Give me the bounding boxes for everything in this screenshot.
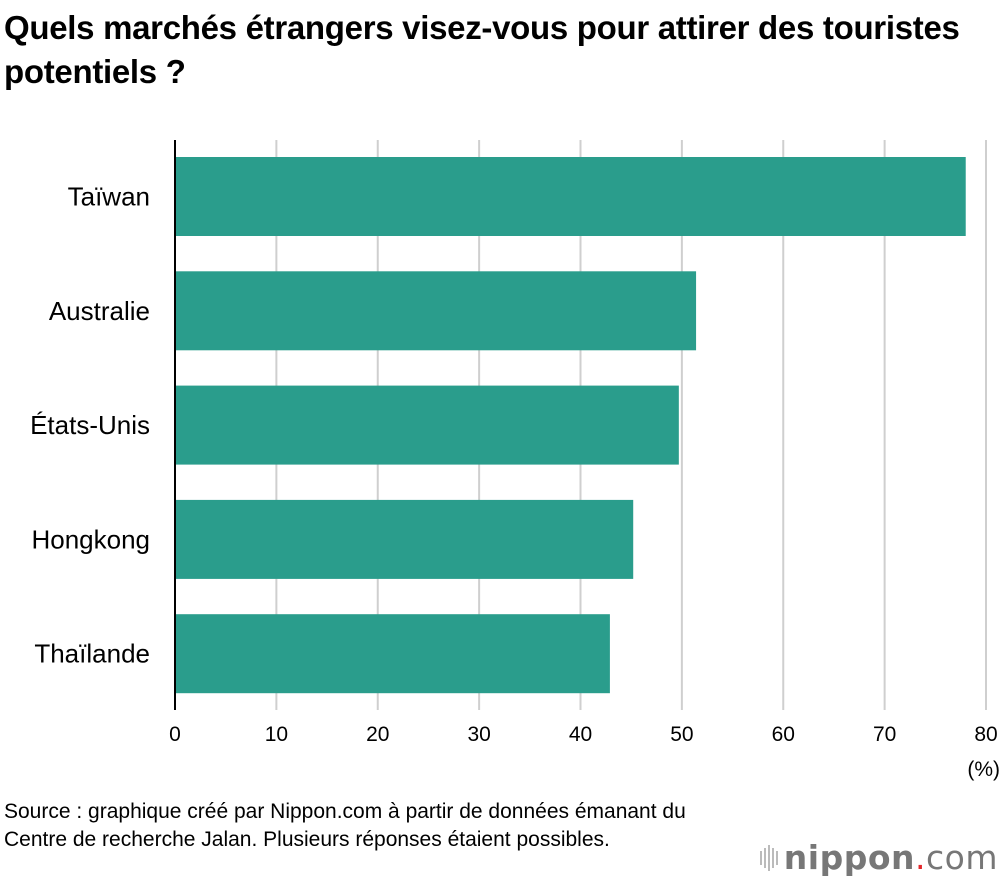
bar bbox=[175, 614, 610, 694]
bar bbox=[175, 385, 679, 465]
category-labels: Taïwan Australie États-Unis Hongkong Thaïlan… bbox=[30, 182, 150, 669]
tick-label: 40 bbox=[569, 723, 592, 746]
bar bbox=[175, 499, 634, 579]
tick-labels: 0 10 20 30 40 50 60 70 80 bbox=[169, 723, 998, 746]
tick-label: 10 bbox=[265, 723, 288, 746]
tick-label: 0 bbox=[169, 723, 181, 746]
tick-label: 30 bbox=[467, 723, 490, 746]
chart-title: Quels marchés étrangers visez-vous pour … bbox=[4, 9, 960, 90]
tick-label: 80 bbox=[974, 723, 997, 746]
bars bbox=[175, 157, 966, 694]
tick-label: 50 bbox=[670, 723, 693, 746]
category-label: Australie bbox=[49, 296, 150, 326]
source-note: Source : graphique créé par Nippon.com à… bbox=[4, 800, 686, 851]
category-label: Taïwan bbox=[68, 182, 150, 212]
bar bbox=[175, 157, 966, 236]
tick-label: 70 bbox=[873, 723, 896, 746]
logo-wordmark: nippon.com bbox=[783, 838, 998, 877]
tick-label: 60 bbox=[772, 723, 795, 746]
x-axis-unit: (%) bbox=[967, 758, 1000, 781]
category-label: États-Unis bbox=[30, 410, 150, 440]
category-label: Thaïlande bbox=[34, 639, 150, 669]
nippon-logo: nippon.com bbox=[759, 838, 998, 877]
bar bbox=[175, 271, 697, 351]
logo-bars-icon bbox=[759, 844, 778, 871]
tick-label: 20 bbox=[366, 723, 389, 746]
category-label: Hongkong bbox=[31, 524, 150, 554]
